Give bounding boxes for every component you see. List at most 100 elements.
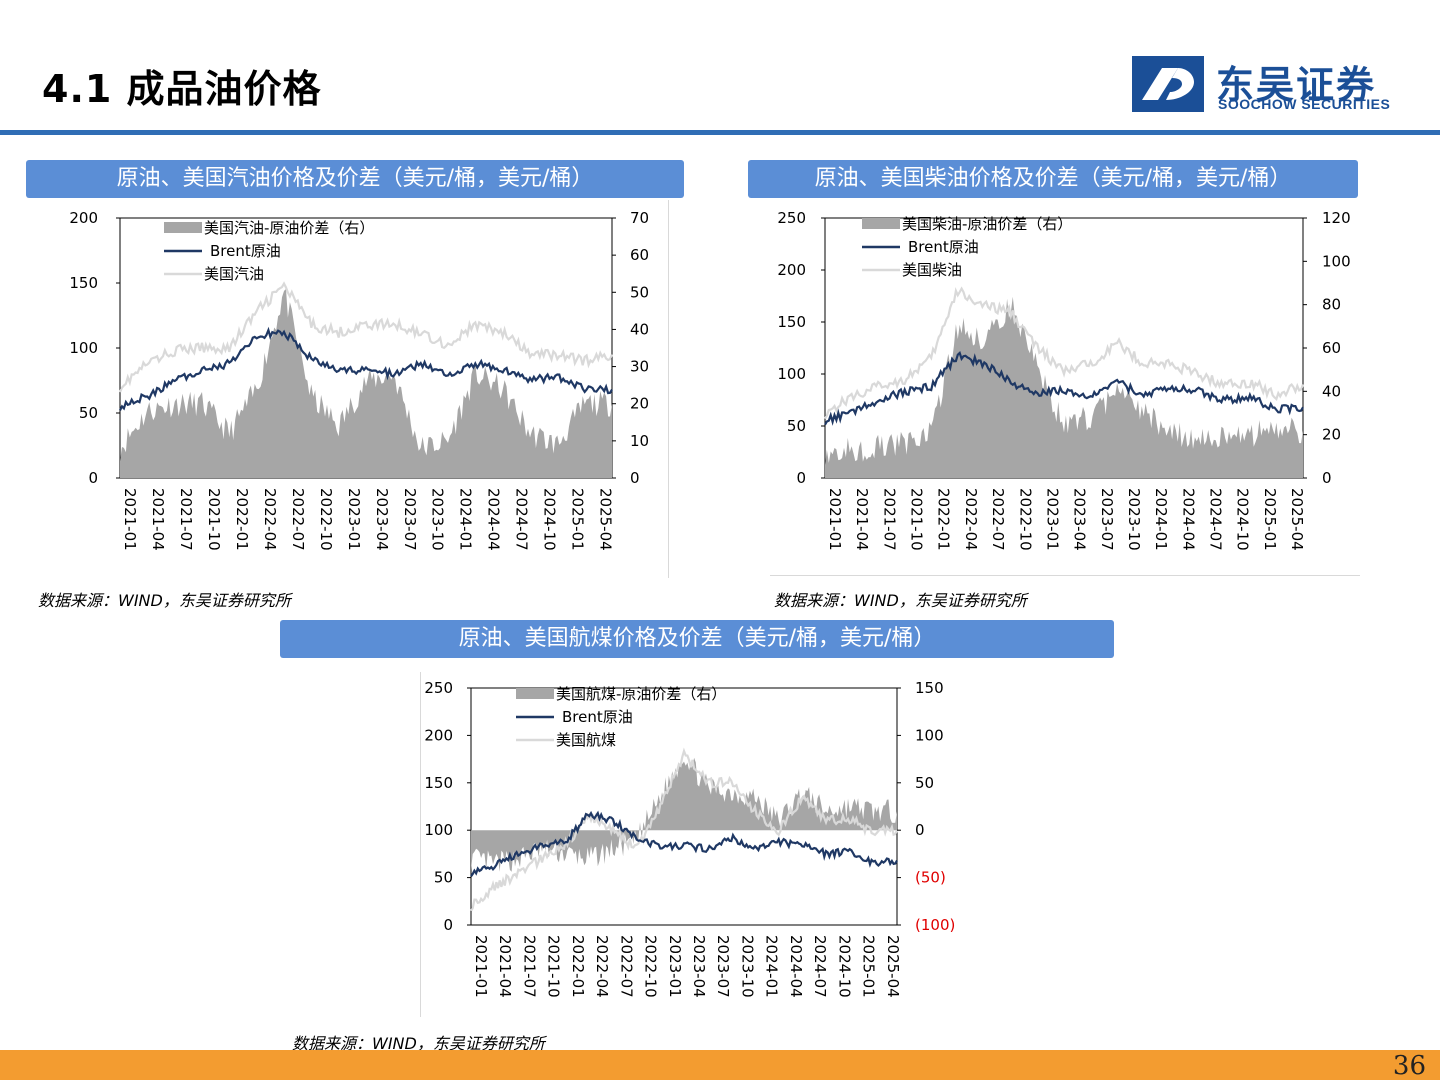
x-tick-label: 2024-07 (811, 935, 829, 998)
chart-1-source: 数据来源：WIND，东吴证券研究所 (38, 591, 291, 610)
x-tick-label: 2023-07 (714, 935, 732, 998)
right-tick-label: 40 (630, 320, 649, 338)
right-tick-label: 0 (915, 821, 925, 839)
x-tick-label: 2022-04 (261, 488, 279, 551)
x-tick-label: 2022-10 (642, 935, 660, 998)
plot-frame (470, 687, 898, 926)
left-tick-label: 0 (443, 916, 453, 934)
legend-swatch-spread (862, 218, 900, 229)
left-tick-label: 100 (69, 339, 98, 357)
chart-3-jet-fuel: 250 200 150 100 50 0 150 100 50 0 (50) (100) 2021-01… (420, 672, 961, 1017)
x-tick-label: 2025-04 (1288, 488, 1306, 551)
left-tick-label: 0 (88, 469, 98, 487)
legend-label-brent: Brent原油 (562, 708, 633, 726)
right-tick-label: 30 (630, 358, 649, 376)
x-tick-label: 2021-10 (908, 488, 926, 551)
x-tick-label: 2023-10 (1125, 488, 1143, 551)
x-tick-label: 2025-04 (597, 488, 615, 551)
x-tick-label: 2024-07 (513, 488, 531, 551)
x-tick-label: 2023-01 (345, 488, 363, 551)
series-spread-area (471, 757, 897, 872)
left-tick-label: 50 (434, 869, 453, 887)
x-tick-label: 2024-01 (1152, 488, 1170, 551)
header-divider (0, 130, 1440, 135)
legend-label-spread: 美国柴油-原油价差（右） (902, 215, 1072, 233)
chart-3-source: 数据来源：WIND，东吴证券研究所 (292, 1034, 545, 1053)
left-tick-label: 250 (777, 209, 806, 227)
chart-1-title: 原油、美国汽油价格及价差（美元/桶，美元/桶） (26, 160, 684, 198)
right-tick-label: 50 (630, 283, 649, 301)
right-tick-label: 50 (915, 774, 934, 792)
x-tick-label: 2024-07 (1207, 488, 1225, 551)
page-title: 4.1 成品油价格 (42, 67, 322, 111)
company-logo: 东吴证券 SOOCHOW SECURITIES (1132, 56, 1412, 116)
legend-label-product: 美国柴油 (902, 261, 962, 279)
x-tick-label: 2021-04 (149, 488, 167, 551)
right-tick-label: 20 (630, 395, 649, 413)
right-tick-label: 70 (630, 209, 649, 227)
x-tick-label: 2024-10 (1234, 488, 1252, 551)
series-product-line (824, 286, 1305, 420)
legend-swatch-spread (516, 688, 554, 699)
right-tick-label: 0 (1322, 469, 1332, 487)
x-tick-label: 2024-04 (485, 488, 503, 551)
x-tick-label: 2023-07 (401, 488, 419, 551)
right-tick-label: 20 (1322, 426, 1341, 444)
right-tick-label: 100 (1322, 252, 1351, 270)
x-tick-label: 2022-07 (617, 935, 635, 998)
series-product-line (118, 281, 614, 393)
series-brent-line (470, 810, 898, 878)
logo-chinese-name: 东吴证券 (1216, 63, 1377, 107)
x-tick-label: 2022-01 (233, 488, 251, 551)
x-tick-label: 2024-10 (541, 488, 559, 551)
series-brent-line (824, 351, 1304, 426)
right-tick-label: (100) (915, 916, 955, 934)
chart-2-diesel: 250 200 150 100 50 0 120 100 80 60 40 20 0 2021-01 202… (770, 200, 1360, 576)
series-spread-area (825, 296, 1303, 478)
right-tick-label: (50) (915, 869, 946, 887)
x-tick-label: 2023-04 (1071, 488, 1089, 551)
chart-3-title: 原油、美国航煤价格及价差（美元/桶，美元/桶） (280, 620, 1114, 658)
chart-2-title: 原油、美国柴油价格及价差（美元/桶，美元/桶） (748, 160, 1358, 198)
left-tick-label: 50 (79, 404, 98, 422)
x-tick-label: 2021-01 (826, 488, 844, 551)
left-tick-label: 200 (777, 261, 806, 279)
x-tick-label: 2022-01 (935, 488, 953, 551)
left-tick-label: 100 (777, 365, 806, 383)
x-tick-label: 2021-01 (121, 488, 139, 551)
left-tick-label: 200 (424, 726, 453, 744)
logo-mark-icon (1132, 56, 1204, 112)
right-tick-label: 60 (630, 246, 649, 264)
x-tick-label: 2025-01 (1261, 488, 1279, 551)
x-tick-label: 2025-01 (860, 935, 878, 998)
x-tick-label: 2024-10 (835, 935, 853, 998)
x-tick-label: 2021-07 (880, 488, 898, 551)
x-tick-label: 2022-10 (1016, 488, 1034, 551)
legend-label-spread: 美国航煤-原油价差（右） (556, 685, 726, 703)
x-tick-label: 2021-04 (853, 488, 871, 551)
right-tick-label: 150 (915, 679, 944, 697)
x-tick-label: 2021-07 (520, 935, 538, 998)
left-tick-label: 50 (787, 417, 806, 435)
x-tick-label: 2024-04 (1179, 488, 1197, 551)
x-tick-label: 2021-07 (177, 488, 195, 551)
x-tick-label: 2021-10 (545, 935, 563, 998)
right-tick-label: 100 (915, 726, 944, 744)
left-tick-label: 200 (69, 209, 98, 227)
logo-english-name: SOOCHOW SECURITIES (1218, 96, 1391, 112)
legend-label-brent: Brent原油 (908, 238, 979, 256)
x-tick-label: 2022-10 (317, 488, 335, 551)
x-tick-label: 2021-10 (205, 488, 223, 551)
x-tick-label: 2024-04 (787, 935, 805, 998)
series-product-line (470, 747, 899, 912)
x-tick-label: 2025-01 (569, 488, 587, 551)
legend-swatch-spread (164, 222, 202, 233)
legend-label-product: 美国汽油 (204, 265, 264, 283)
x-tick-label: 2023-10 (738, 935, 756, 998)
left-tick-label: 150 (424, 774, 453, 792)
right-tick-label: 0 (630, 469, 640, 487)
x-tick-label: 2021-01 (472, 935, 490, 998)
left-tick-label: 150 (777, 313, 806, 331)
